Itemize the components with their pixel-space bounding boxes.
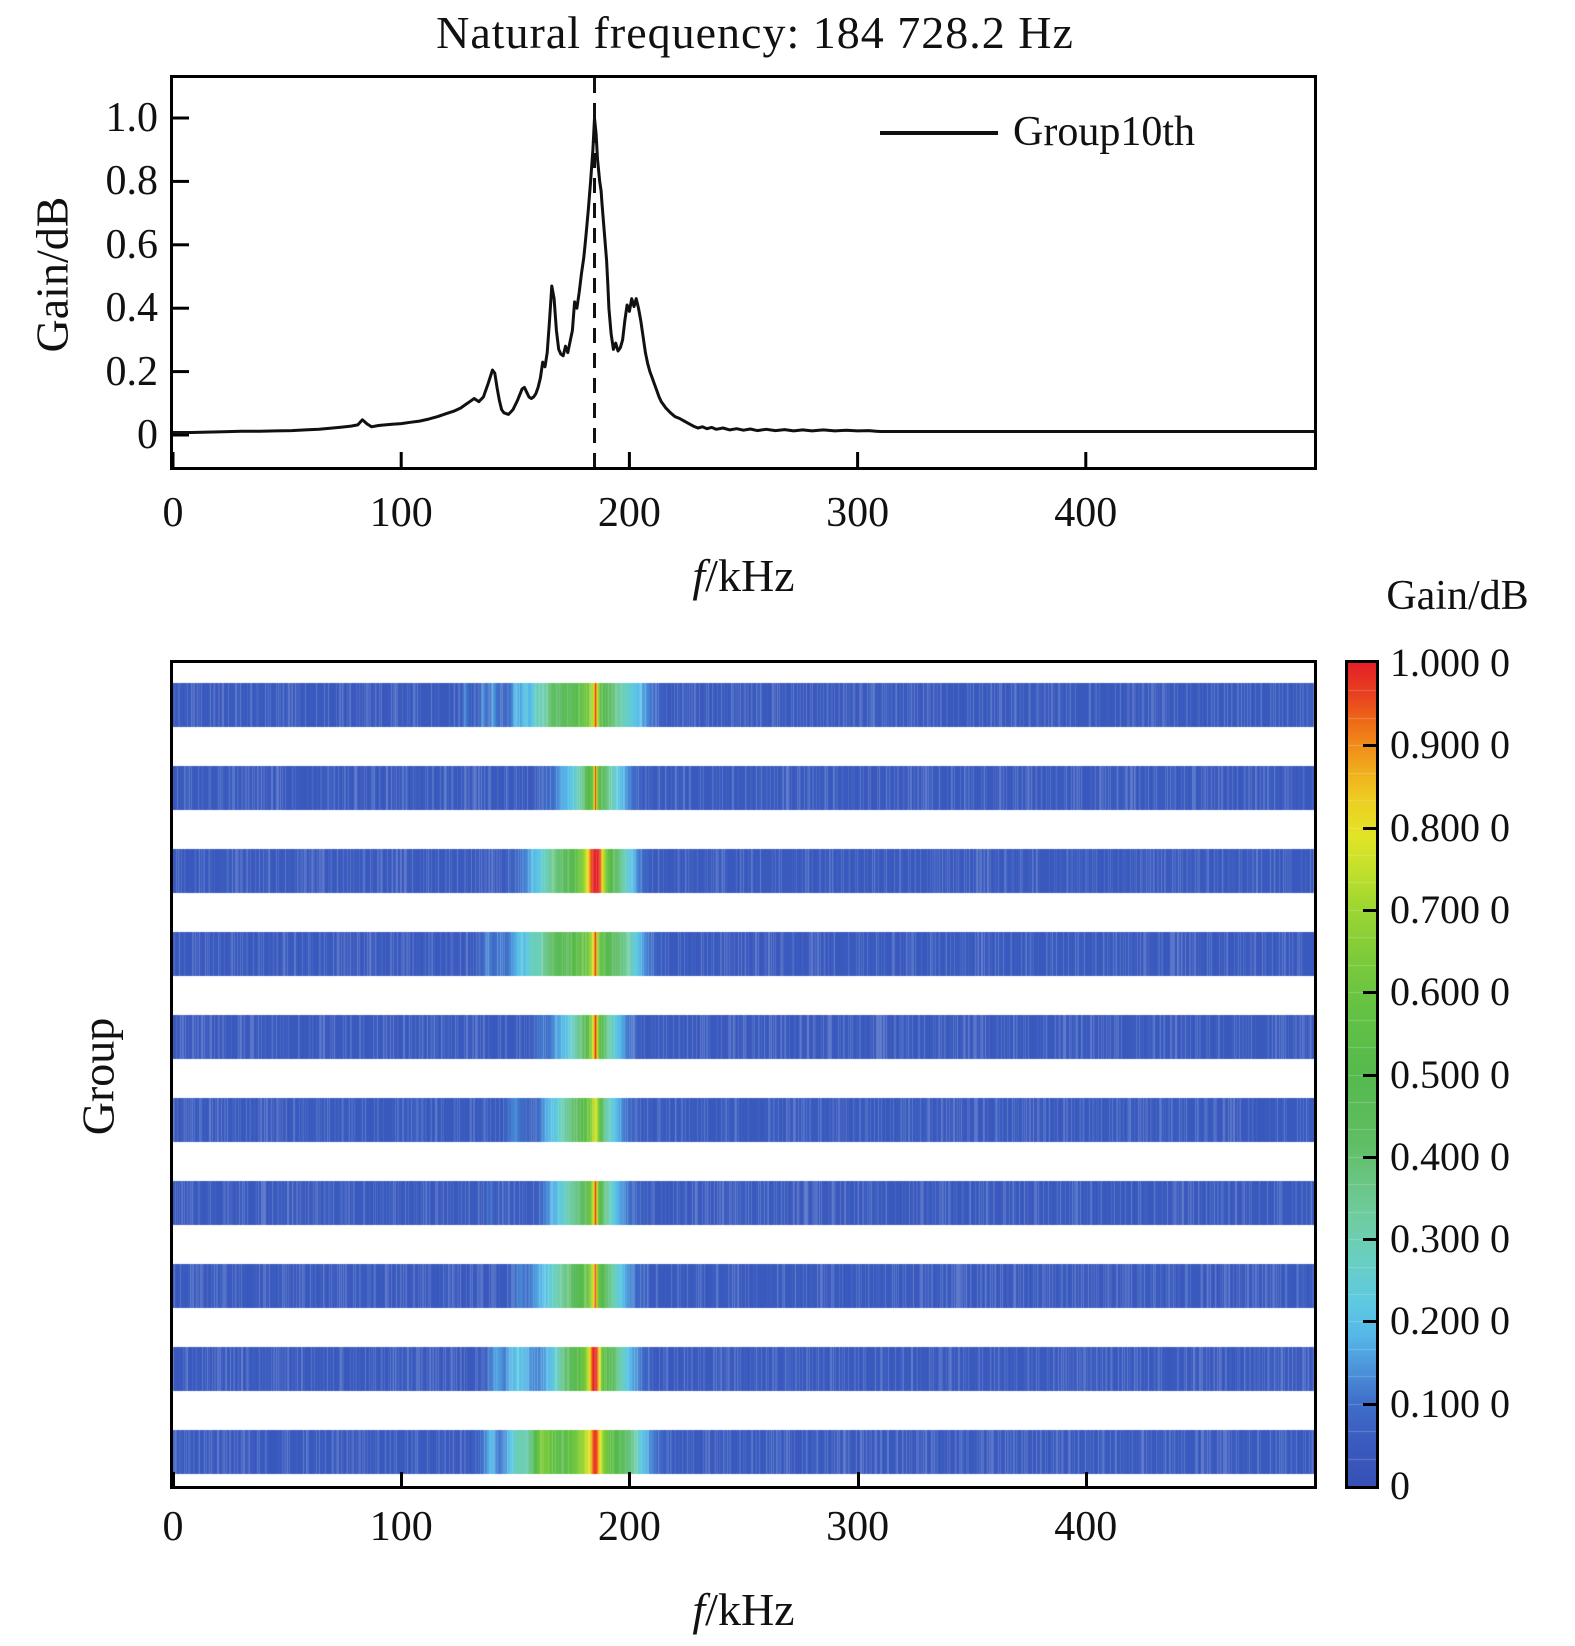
colorbar-tick-mark: [1363, 1155, 1376, 1159]
bottom-x-tick-label: 0: [162, 1504, 184, 1550]
heatmap-x-tick-mark: [1084, 1472, 1088, 1486]
heatmap-plot-area: [170, 660, 1317, 1489]
bottom-x-axis-label: f/kHz: [170, 1583, 1317, 1636]
figure-title: Natural frequency: 184 728.2 Hz: [436, 7, 1074, 58]
group-gain-heatmap: [173, 663, 1314, 1486]
top-y-tick-label: 0.8: [105, 158, 159, 205]
top-x-tick-label: 0: [162, 490, 184, 536]
colorbar-tick-mark: [1363, 1402, 1376, 1406]
colorbar-tick-mark: [1363, 1238, 1376, 1242]
heatmap-x-tick-mark: [856, 1472, 860, 1486]
top-x-axis-label-f: f: [692, 550, 706, 601]
top-x-tick-label: 100: [369, 490, 433, 536]
colorbar-tick-label: 0.100 0: [1390, 1380, 1510, 1426]
axis-tick-marks: [173, 116, 1088, 467]
colorbar-tick-label: 0.200 0: [1390, 1298, 1510, 1344]
colorbar-tick-mark: [1363, 908, 1376, 912]
colorbar-tick-mark: [1363, 1073, 1376, 1077]
colorbar-tick-label: 1.000 0: [1390, 640, 1510, 685]
top-x-tick-label: 400: [1054, 490, 1118, 536]
bottom-x-tick-label: 300: [826, 1504, 890, 1550]
colorbar-tick-label: 0.600 0: [1390, 969, 1510, 1015]
heatmap-x-tick-mark: [400, 1472, 404, 1486]
colorbar-tick-label: 0.500 0: [1390, 1051, 1510, 1097]
colorbar-tick-label: 0.400 0: [1390, 1133, 1510, 1179]
top-y-tick-label: 0: [137, 412, 158, 458]
colorbar-tick-mark: [1363, 826, 1376, 830]
colorbar-tick-label: 0.900 0: [1390, 722, 1510, 768]
gain-spectrum-plot: [173, 78, 1314, 467]
legend-label: Group10th: [1013, 109, 1195, 155]
top-x-axis-label: f/kHz: [170, 549, 1317, 602]
heatmap-x-tick-mark: [628, 1472, 632, 1486]
top-y-tick-label: 0.2: [105, 348, 159, 395]
colorbar-tick-mark: [1363, 744, 1376, 748]
bottom-x-axis-label-f: f: [692, 1584, 706, 1635]
colorbar-tick-label: 0.300 0: [1390, 1216, 1510, 1262]
bottom-x-tick-label: 100: [369, 1504, 433, 1550]
group10th-curve: [173, 116, 1314, 434]
bottom-x-axis-label-unit: /kHz: [705, 1584, 795, 1635]
colorbar-tick-label: 0.700 0: [1390, 886, 1510, 932]
colorbar-tick-label: 0.800 0: [1390, 804, 1510, 850]
colorbar-tick-label: 0: [1390, 1463, 1410, 1508]
colorbar: [1345, 660, 1379, 1489]
top-y-tick-label: 0.6: [105, 221, 159, 268]
top-x-tick-label: 300: [826, 490, 890, 536]
top-y-tick-label: 1.0: [105, 95, 159, 141]
legend-line-sample: [880, 131, 998, 135]
top-plot-area: Group10th: [170, 75, 1317, 470]
top-y-tick-label: 0.4: [105, 285, 159, 332]
colorbar-tick-mark: [1363, 991, 1376, 995]
heatmap-x-tick-mark: [172, 1472, 175, 1486]
colorbar-title: Gain/dB: [1386, 573, 1529, 619]
top-x-tick-label: 200: [597, 490, 661, 536]
bottom-y-axis-label: Group: [72, 1017, 124, 1136]
colorbar-tick-mark: [1363, 1320, 1376, 1324]
top-x-axis-label-unit: /kHz: [705, 550, 795, 601]
bottom-x-tick-label: 200: [597, 1504, 661, 1550]
bottom-x-tick-label: 400: [1054, 1504, 1118, 1550]
